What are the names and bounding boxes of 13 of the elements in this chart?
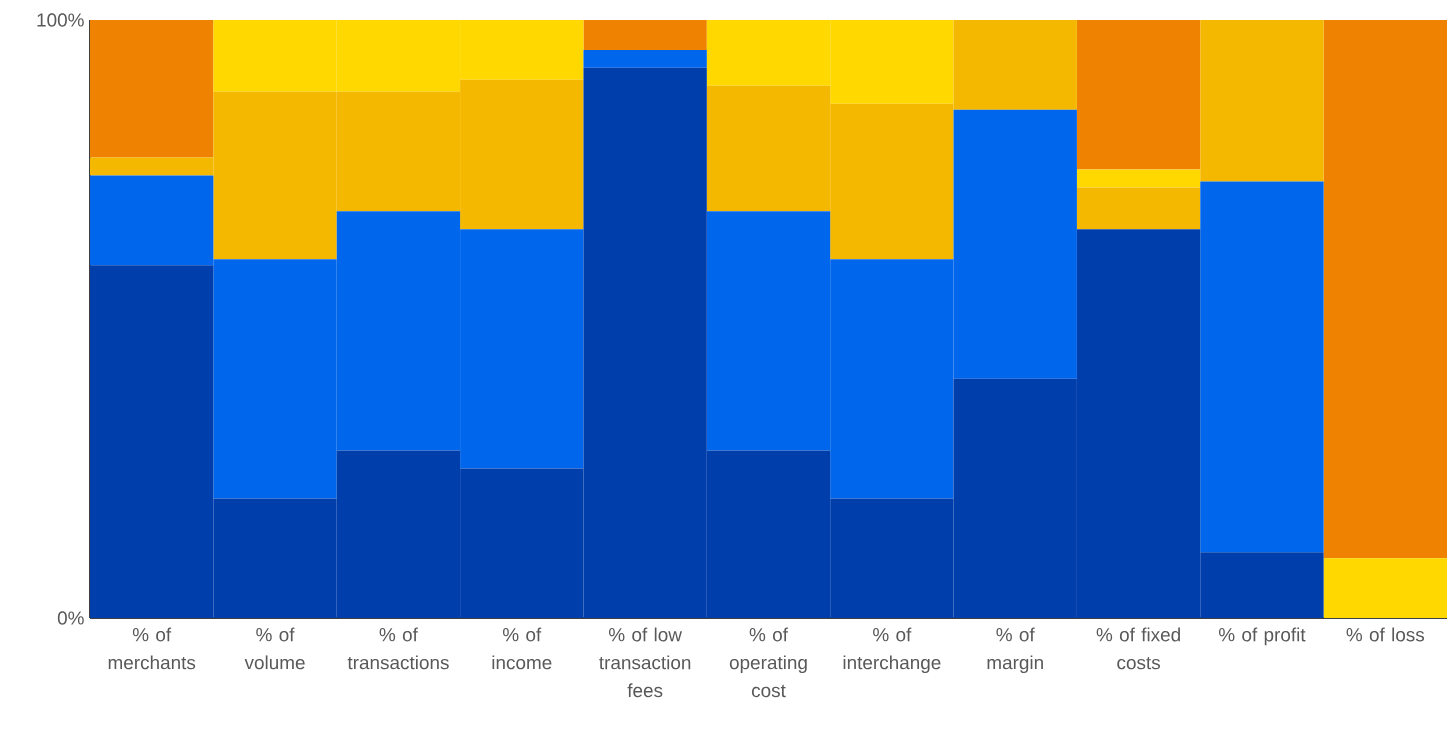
- x-tick-label: % of low transaction fees: [599, 627, 691, 698]
- y-tick-label: 0%: [57, 611, 84, 625]
- x-tick-label: % of profit: [1218, 627, 1306, 646]
- x-tick-label: % of margin: [987, 627, 1043, 674]
- x-tick-label: % of merchants: [108, 627, 196, 670]
- x-tick-label: % of operating cost: [729, 627, 807, 698]
- x-tick-label: % of income: [492, 627, 552, 670]
- x-tick-label: % of volume: [244, 627, 305, 670]
- x-tick-label: % of transactions: [347, 627, 449, 670]
- x-tick-label: % of loss: [1346, 627, 1425, 642]
- y-tick-label: 100%: [37, 13, 84, 27]
- x-tick-label: % of interchange: [843, 627, 941, 674]
- x-tick-label: % of fixed costs: [1096, 627, 1180, 670]
